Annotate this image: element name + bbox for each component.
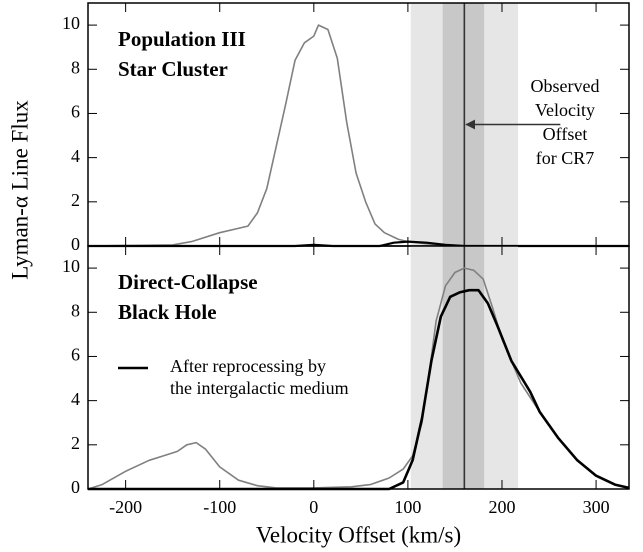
- x-tick-label: 0: [309, 497, 318, 517]
- panel-title: Black Hole: [118, 300, 217, 324]
- x-tick-label: -100: [203, 497, 236, 517]
- panel-title: Star Cluster: [118, 57, 228, 81]
- annotation-text: Observed: [531, 76, 600, 96]
- y-tick-label: 10: [62, 256, 80, 276]
- y-tick-label: 10: [62, 13, 80, 33]
- panel-title: Direct-Collapse: [118, 270, 258, 294]
- annotation-text: Offset: [543, 124, 588, 144]
- y-tick-label: 6: [71, 345, 80, 365]
- shaded-band: [442, 246, 485, 489]
- y-tick-label: 8: [71, 300, 80, 320]
- legend-label: After reprocessing by: [170, 356, 326, 376]
- legend-label: the intergalactic medium: [170, 378, 349, 398]
- y-tick-label: 4: [71, 389, 80, 409]
- panel-title: Population III: [118, 27, 246, 51]
- x-tick-label: 100: [394, 497, 421, 517]
- annotation-text: Velocity: [535, 100, 595, 120]
- y-tick-label: 2: [71, 190, 80, 210]
- annotation-text: for CR7: [536, 148, 595, 168]
- y-tick-label: 6: [71, 102, 80, 122]
- y-axis-label: Lyman-α Line Flux: [7, 100, 32, 280]
- x-tick-label: 200: [488, 497, 515, 517]
- y-tick-label: 8: [71, 57, 80, 77]
- y-tick-label: 0: [71, 234, 80, 254]
- x-axis-label: Velocity Offset (km/s): [256, 522, 461, 547]
- series-line: [87, 267, 630, 490]
- y-tick-label: 4: [71, 146, 80, 166]
- y-tick-label: 0: [71, 477, 80, 497]
- y-tick-label: 2: [71, 433, 80, 453]
- plot-frame: [87, 245, 630, 490]
- x-tick-label: 300: [583, 497, 610, 517]
- x-tick-label: -200: [109, 497, 142, 517]
- series-line: [88, 288, 630, 491]
